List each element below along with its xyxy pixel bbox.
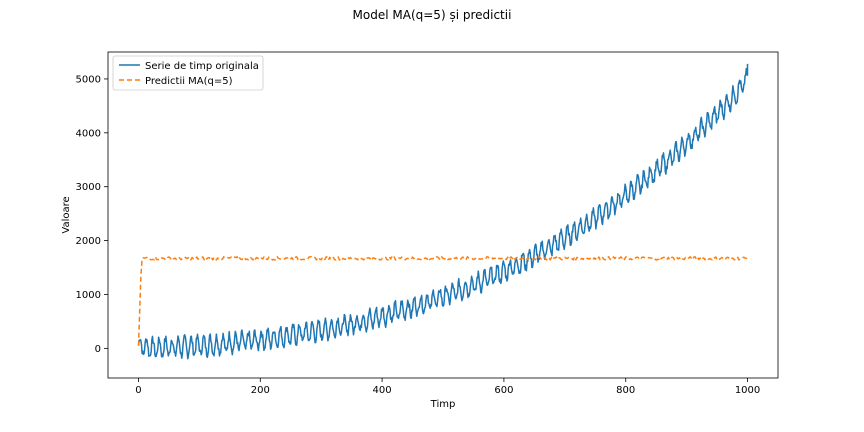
plot-area: 0 200 400 600 800 1000 0 1000 2000 3000 4000 5000 — [76, 51, 779, 396]
y-tick-label: 2000 — [76, 236, 101, 247]
plot-frame — [107, 51, 779, 379]
y-tick-label: 1000 — [76, 290, 101, 301]
series-line-original — [137, 63, 749, 360]
x-tick-label: 1000 — [735, 385, 760, 396]
legend-label-original: Serie de timp originala — [145, 61, 259, 72]
x-tick-label: 600 — [494, 385, 513, 396]
y-axis-label: Valoare — [61, 196, 72, 233]
y-tick-label: 4000 — [76, 128, 101, 139]
y-tick-label: 3000 — [76, 182, 101, 193]
y-tick-label: 0 — [95, 344, 101, 355]
chart-title: Model MA(q=5) și predictii — [353, 8, 512, 22]
legend-box — [112, 55, 264, 91]
y-tick-label: 5000 — [76, 74, 101, 85]
y-axis: 0 1000 2000 3000 4000 5000 — [76, 74, 108, 355]
x-tick-label: 400 — [373, 385, 392, 396]
x-tick-label: 200 — [251, 385, 270, 396]
x-tick-label: 800 — [616, 385, 635, 396]
x-axis-label: Timp — [430, 399, 456, 410]
x-tick-label: 0 — [135, 385, 141, 396]
series-layer — [137, 63, 749, 360]
legend-label-predictii: Predictii MA(q=5) — [145, 76, 233, 87]
series-line-predictii — [137, 256, 749, 346]
legend: Serie de timp originala Predictii MA(q=5… — [112, 55, 264, 91]
x-axis: 0 200 400 600 800 1000 — [135, 378, 760, 396]
